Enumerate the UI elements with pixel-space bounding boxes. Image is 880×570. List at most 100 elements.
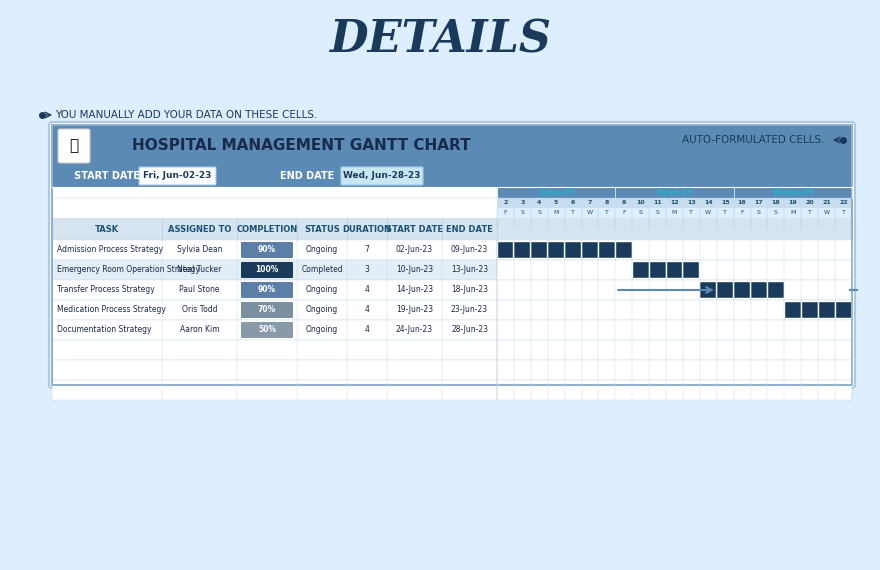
Bar bbox=[497, 320, 852, 340]
Text: 90%: 90% bbox=[258, 286, 276, 295]
Text: 15: 15 bbox=[721, 201, 730, 206]
Bar bbox=[52, 380, 497, 400]
Bar bbox=[497, 187, 852, 198]
Bar bbox=[497, 240, 852, 260]
Bar bbox=[582, 242, 598, 258]
FancyBboxPatch shape bbox=[49, 122, 855, 388]
Text: 24-Jun-23: 24-Jun-23 bbox=[396, 325, 433, 335]
Text: 3: 3 bbox=[520, 201, 524, 206]
Text: START DATE: START DATE bbox=[74, 171, 140, 181]
Text: 7: 7 bbox=[588, 201, 592, 206]
Text: 23-Jun-23: 23-Jun-23 bbox=[451, 306, 488, 315]
Text: T: T bbox=[723, 210, 727, 215]
Text: START DATE: START DATE bbox=[386, 225, 443, 234]
Text: 100%: 100% bbox=[255, 266, 279, 275]
Text: 6: 6 bbox=[571, 201, 576, 206]
Text: F: F bbox=[503, 210, 507, 215]
Text: DETAILS: DETAILS bbox=[329, 18, 551, 62]
Text: F: F bbox=[622, 210, 626, 215]
Text: 21: 21 bbox=[822, 201, 831, 206]
Text: T: T bbox=[605, 210, 609, 215]
Text: HOSPITAL MANAGEMENT GANTT CHART: HOSPITAL MANAGEMENT GANTT CHART bbox=[132, 137, 471, 153]
Bar bbox=[599, 242, 615, 258]
Text: 22: 22 bbox=[840, 201, 848, 206]
Text: 4: 4 bbox=[364, 325, 370, 335]
Bar bbox=[532, 242, 547, 258]
Bar bbox=[666, 262, 683, 278]
Text: 3: 3 bbox=[364, 266, 370, 275]
Text: Ongoing: Ongoing bbox=[306, 306, 338, 315]
Text: 13-Jun-23: 13-Jun-23 bbox=[451, 266, 488, 275]
Text: W: W bbox=[587, 210, 593, 215]
Text: S: S bbox=[774, 210, 778, 215]
Bar bbox=[497, 208, 852, 218]
Text: 4: 4 bbox=[537, 201, 541, 206]
Bar bbox=[497, 260, 852, 280]
FancyBboxPatch shape bbox=[241, 302, 293, 318]
Bar bbox=[717, 282, 733, 298]
Text: 10-Jun-23: 10-Jun-23 bbox=[396, 266, 433, 275]
Text: 14: 14 bbox=[704, 201, 713, 206]
FancyBboxPatch shape bbox=[241, 262, 293, 278]
FancyBboxPatch shape bbox=[58, 129, 90, 163]
Text: STATUS: STATUS bbox=[304, 225, 340, 234]
Text: S: S bbox=[656, 210, 659, 215]
Bar bbox=[768, 282, 784, 298]
Bar bbox=[497, 360, 852, 380]
Text: Oris Todd: Oris Todd bbox=[182, 306, 217, 315]
Bar bbox=[52, 360, 497, 380]
Bar bbox=[52, 300, 497, 320]
Text: 2: 2 bbox=[503, 201, 508, 206]
Bar bbox=[616, 242, 632, 258]
Text: 4: 4 bbox=[364, 286, 370, 295]
Text: S: S bbox=[757, 210, 761, 215]
Text: S: S bbox=[639, 210, 642, 215]
Bar bbox=[684, 262, 700, 278]
FancyBboxPatch shape bbox=[241, 322, 293, 338]
Bar bbox=[497, 380, 852, 400]
Text: 16-Jun-23: 16-Jun-23 bbox=[773, 188, 813, 197]
Bar bbox=[52, 125, 852, 385]
Text: 13: 13 bbox=[687, 201, 696, 206]
Text: 9: 9 bbox=[621, 201, 626, 206]
Text: 18: 18 bbox=[772, 201, 781, 206]
Bar bbox=[497, 198, 852, 208]
Text: DURATION: DURATION bbox=[342, 225, 392, 234]
Text: 28-Jun-23: 28-Jun-23 bbox=[451, 325, 488, 335]
Bar bbox=[565, 242, 581, 258]
Text: 11: 11 bbox=[653, 201, 662, 206]
Text: M: M bbox=[554, 210, 559, 215]
Text: 8: 8 bbox=[605, 201, 609, 206]
FancyBboxPatch shape bbox=[241, 242, 293, 258]
Text: T: T bbox=[689, 210, 693, 215]
Bar bbox=[52, 240, 497, 260]
Text: Documentation Strategy: Documentation Strategy bbox=[57, 325, 151, 335]
Bar bbox=[497, 300, 852, 320]
Text: 5: 5 bbox=[554, 201, 558, 206]
Text: 🏪: 🏪 bbox=[70, 139, 78, 153]
Text: 70%: 70% bbox=[258, 306, 276, 315]
Text: 16: 16 bbox=[737, 201, 746, 206]
Text: 17: 17 bbox=[755, 201, 763, 206]
Text: 10: 10 bbox=[636, 201, 645, 206]
Bar bbox=[52, 218, 497, 240]
Text: Fri, Jun-02-23: Fri, Jun-02-23 bbox=[143, 172, 211, 181]
Text: Ongoing: Ongoing bbox=[306, 286, 338, 295]
Bar bbox=[52, 125, 852, 165]
Bar bbox=[818, 302, 834, 318]
Bar bbox=[785, 302, 801, 318]
Text: 18-Jun-23: 18-Jun-23 bbox=[451, 286, 488, 295]
Bar bbox=[633, 262, 649, 278]
Text: M: M bbox=[790, 210, 796, 215]
Text: 02-Jun-23: 02-Jun-23 bbox=[396, 246, 433, 254]
Text: COMPLETION: COMPLETION bbox=[237, 225, 297, 234]
Text: 14-Jun-23: 14-Jun-23 bbox=[396, 286, 433, 295]
Text: Admission Process Strategy: Admission Process Strategy bbox=[57, 246, 163, 254]
Bar bbox=[52, 260, 497, 280]
Text: T: T bbox=[571, 210, 575, 215]
Bar bbox=[52, 340, 497, 360]
Text: AUTO-FORMULATED CELLS.: AUTO-FORMULATED CELLS. bbox=[683, 135, 825, 145]
Bar bbox=[836, 302, 852, 318]
Bar bbox=[52, 320, 497, 340]
Text: 4: 4 bbox=[364, 306, 370, 315]
